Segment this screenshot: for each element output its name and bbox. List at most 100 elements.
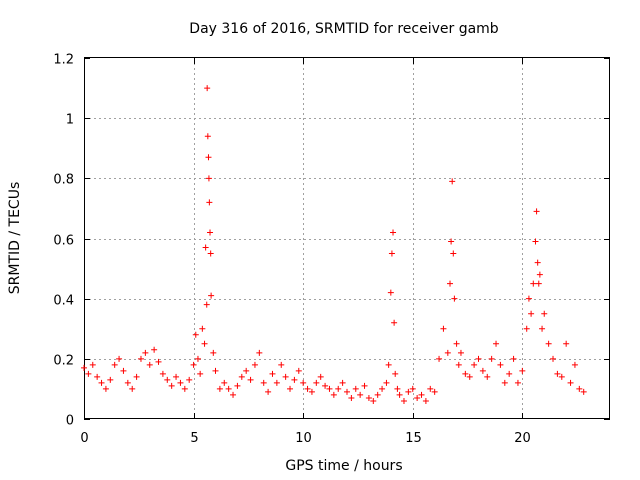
data-point	[541, 310, 548, 317]
data-point	[451, 295, 458, 302]
data-point	[484, 373, 491, 380]
data-point	[444, 349, 451, 356]
data-point	[206, 199, 213, 206]
data-point	[85, 370, 92, 377]
x-axis-label: GPS time / hours	[285, 458, 402, 474]
data-point	[133, 373, 140, 380]
data-point	[159, 370, 166, 377]
data-point	[506, 370, 513, 377]
data-point	[326, 385, 333, 392]
x-tick-labels: 0 5 10 15 20	[80, 431, 530, 446]
data-point	[256, 349, 263, 356]
data-point	[146, 361, 153, 368]
data-point	[457, 349, 464, 356]
data-point	[230, 391, 237, 398]
data-point	[567, 379, 574, 386]
data-point	[519, 367, 526, 374]
data-point	[216, 385, 223, 392]
data-point	[201, 340, 208, 347]
x-tick-label: 10	[295, 431, 312, 446]
data-point	[405, 388, 412, 395]
data-point	[335, 385, 342, 392]
data-point	[370, 397, 377, 404]
data-point	[455, 361, 462, 368]
data-point	[379, 385, 386, 392]
data-point	[436, 355, 443, 362]
data-point	[212, 367, 219, 374]
data-point	[447, 280, 454, 287]
data-point	[539, 325, 546, 332]
data-point	[400, 397, 407, 404]
data-point	[151, 346, 158, 353]
data-point	[525, 295, 532, 302]
data-point	[208, 292, 215, 299]
data-point	[210, 349, 217, 356]
data-point	[422, 397, 429, 404]
data-point	[571, 361, 578, 368]
data-point	[81, 364, 87, 371]
data-point	[418, 391, 425, 398]
data-point	[203, 301, 210, 308]
data-point	[431, 388, 438, 395]
data-point	[199, 325, 206, 332]
y-tick-label: 0.4	[53, 294, 74, 309]
data-point	[414, 394, 421, 401]
data-point	[116, 355, 123, 362]
data-point	[313, 379, 320, 386]
y-tick-label: 1	[66, 113, 74, 128]
data-point	[234, 382, 241, 389]
grid-lines	[84, 58, 610, 419]
data-point	[387, 289, 394, 296]
data-point	[532, 238, 539, 245]
data-point	[528, 310, 535, 317]
data-point	[137, 355, 144, 362]
data-point	[278, 361, 285, 368]
data-point	[202, 244, 209, 251]
data-point	[238, 373, 245, 380]
data-point	[453, 340, 460, 347]
data-point	[514, 379, 521, 386]
data-point	[475, 355, 482, 362]
data-point	[221, 379, 228, 386]
data-point	[471, 361, 478, 368]
y-tick-label: 0.6	[53, 234, 74, 249]
data-point	[533, 208, 540, 215]
y-tick-label: 1.2	[53, 53, 74, 68]
y-tick-label: 0	[66, 414, 74, 429]
data-point	[142, 349, 149, 356]
data-point	[357, 391, 364, 398]
data-point	[300, 379, 307, 386]
data-point	[304, 385, 311, 392]
data-point	[260, 379, 267, 386]
data-point	[554, 370, 561, 377]
data-point	[348, 394, 355, 401]
data-point	[448, 238, 455, 245]
y-tick-label: 0.8	[53, 173, 74, 188]
data-point	[168, 382, 175, 389]
data-point	[394, 385, 401, 392]
data-point	[207, 250, 214, 257]
data-point	[291, 376, 298, 383]
data-point	[488, 355, 495, 362]
data-point	[120, 367, 127, 374]
data-point	[510, 355, 517, 362]
data-point	[155, 358, 162, 365]
chart-title: Day 316 of 2016, SRMTID for receiver gam…	[189, 21, 499, 37]
data-point	[192, 331, 199, 338]
data-point	[576, 385, 583, 392]
data-point	[207, 229, 214, 236]
data-point	[396, 391, 403, 398]
data-point	[204, 85, 211, 92]
x-tick-label: 5	[190, 431, 198, 446]
data-point	[501, 379, 508, 386]
data-point	[339, 379, 346, 386]
data-point	[462, 370, 469, 377]
data-point	[374, 391, 381, 398]
data-point	[287, 385, 294, 392]
data-point	[409, 385, 416, 392]
data-point	[493, 340, 500, 347]
data-point	[545, 340, 552, 347]
data-point	[497, 361, 504, 368]
data-point	[317, 373, 324, 380]
data-point	[440, 325, 447, 332]
